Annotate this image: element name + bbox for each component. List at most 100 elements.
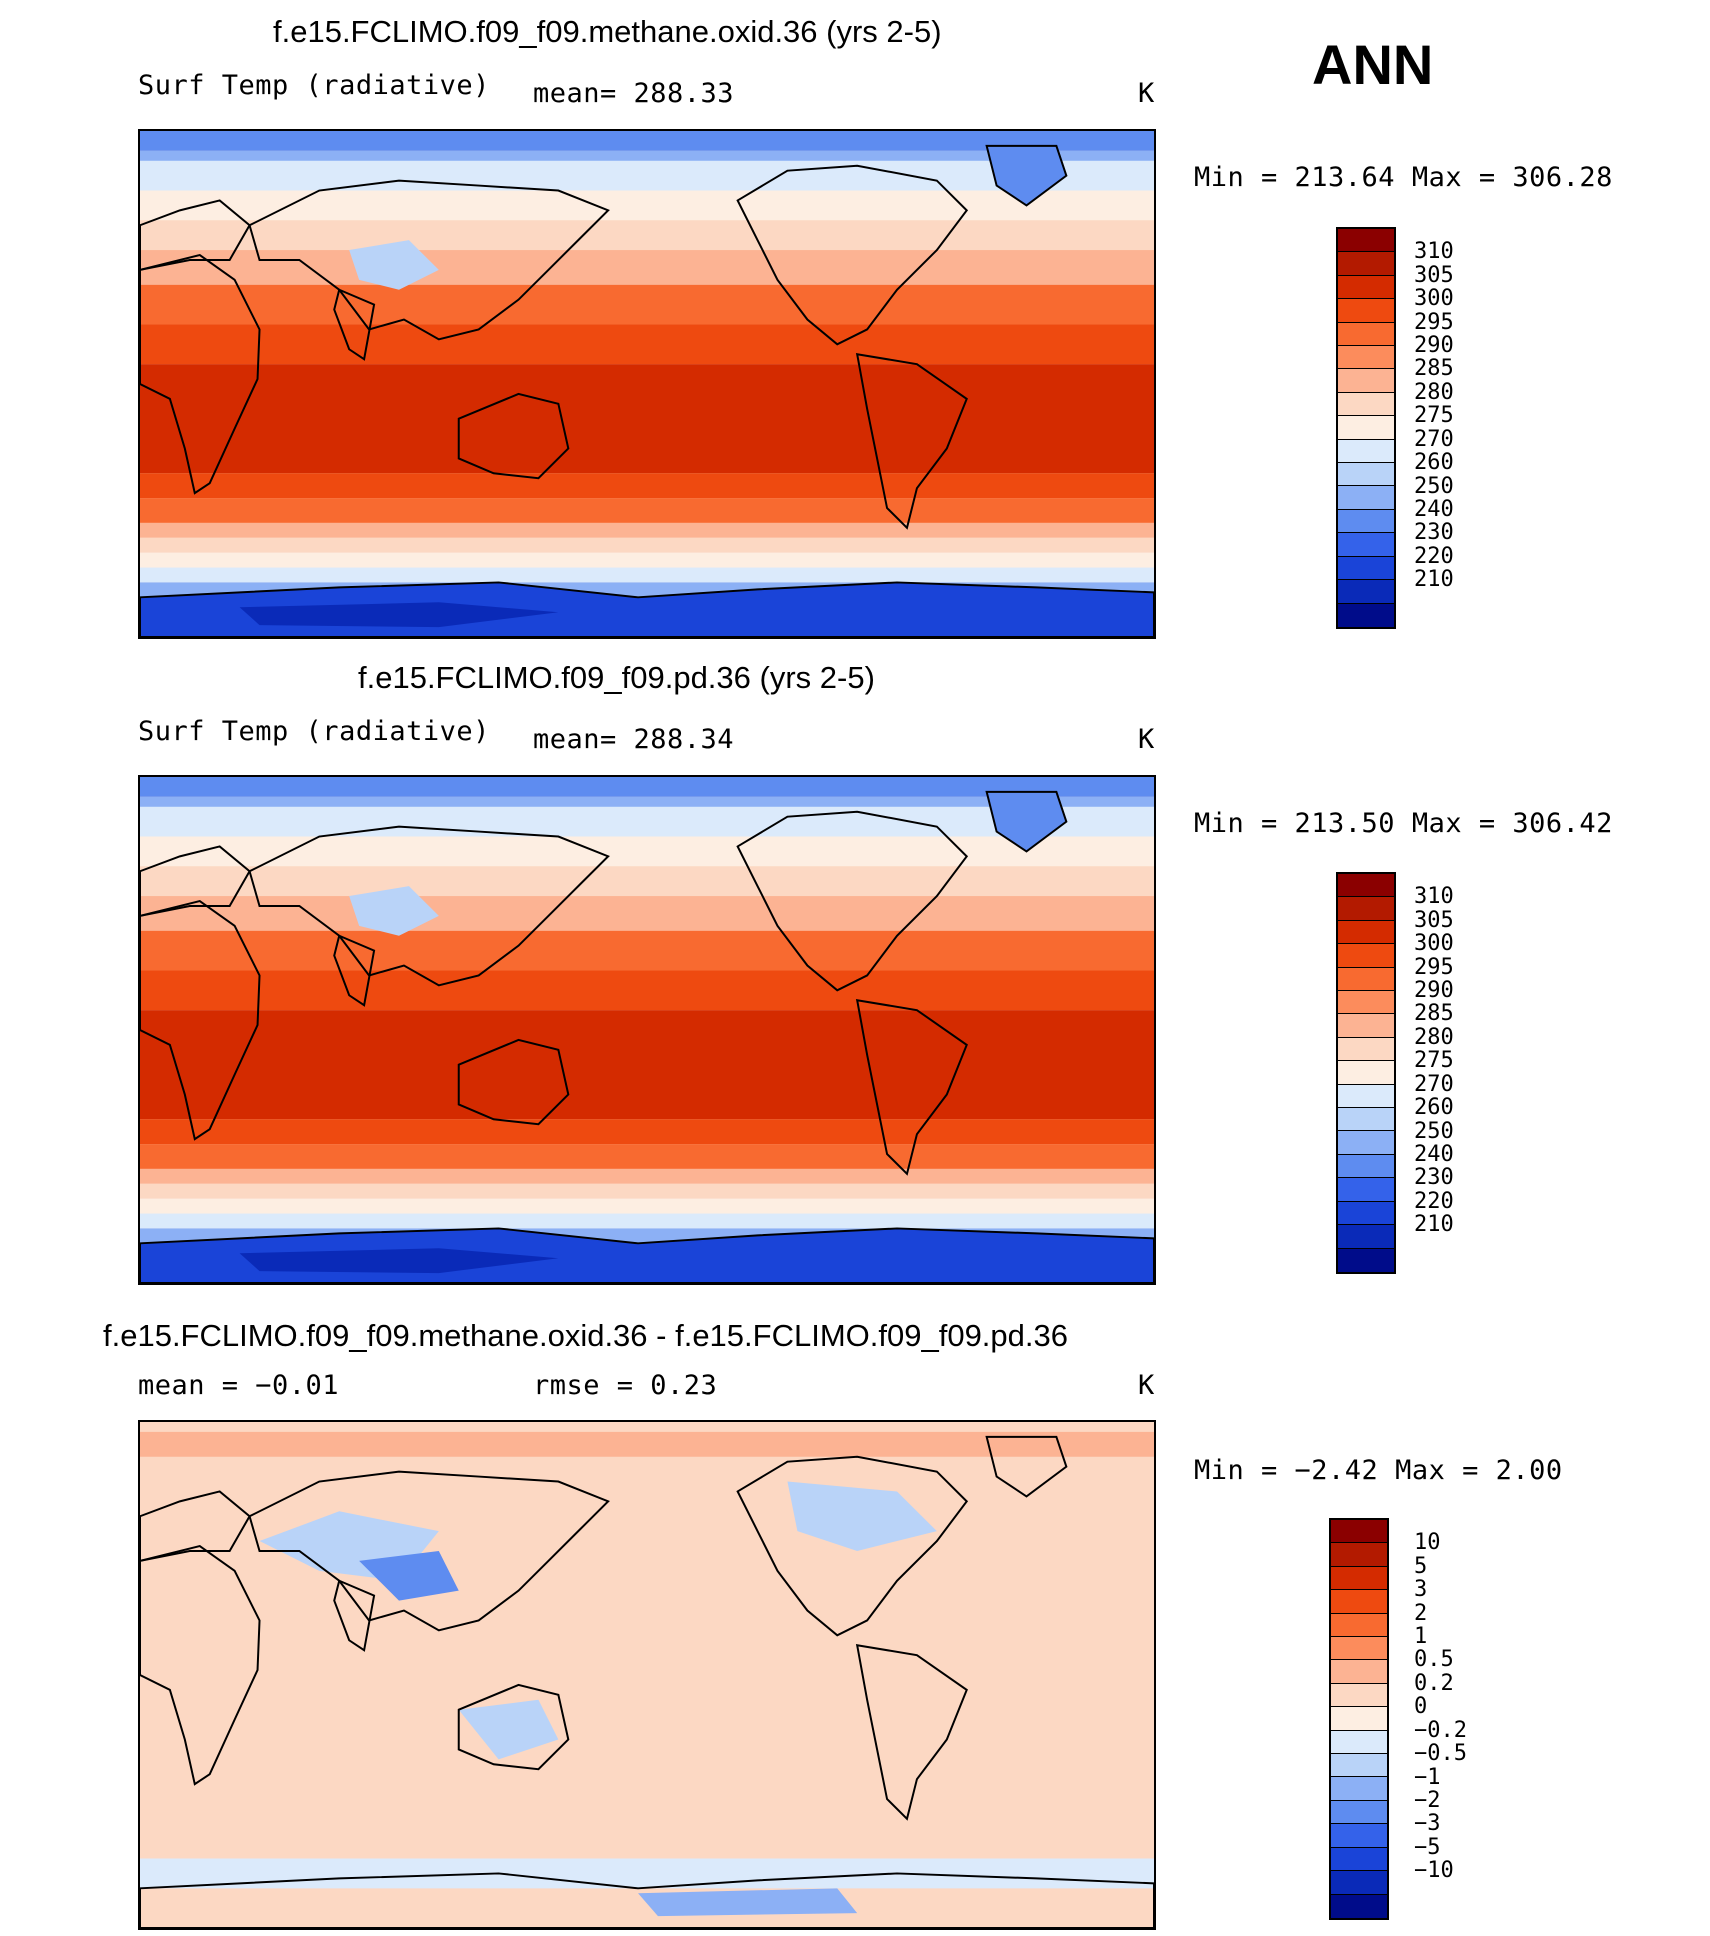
antarctica-cold-core — [239, 602, 559, 628]
colorbar-swatch — [1338, 439, 1394, 464]
temperature-band — [140, 160, 1154, 191]
temperature-band — [140, 1168, 1154, 1184]
colorbar — [1329, 1518, 1389, 1920]
colorbar-swatch — [1331, 1754, 1387, 1778]
colorbar-swatch — [1338, 1201, 1394, 1226]
colorbar-tick-label: 280 — [1414, 1024, 1454, 1050]
coastline-antarctica — [140, 1227, 1154, 1283]
colorbar-swatch — [1338, 1084, 1394, 1109]
colorbar-tick-label: 240 — [1414, 1141, 1454, 1167]
colorbar-tick-label: 275 — [1414, 403, 1454, 429]
temperature-band — [140, 498, 1154, 523]
colorbar-tick-label: −0.5 — [1414, 1741, 1467, 1767]
colorbar-tick-label: 0.5 — [1414, 1647, 1454, 1673]
colorbar-tick-label: 300 — [1414, 286, 1454, 312]
map-canvas — [140, 1422, 1154, 1928]
colorbar-swatch — [1338, 1014, 1394, 1038]
colorbar-swatch — [1331, 1637, 1387, 1661]
temperature-band — [140, 1144, 1154, 1169]
temperature-band — [140, 220, 1154, 251]
coastline-australia — [457, 1683, 570, 1771]
temperature-band — [140, 284, 1154, 325]
negative-anomaly-region — [787, 1481, 937, 1551]
colorbar-swatch — [1338, 533, 1394, 557]
colorbar-tick-label: 210 — [1414, 1212, 1454, 1238]
antarctica-cold-core — [239, 1248, 559, 1274]
colorbar-tick-label: 295 — [1414, 954, 1454, 980]
colorbar-swatch — [1338, 299, 1394, 323]
colorbar-tick-label: 5 — [1414, 1553, 1428, 1579]
temperature-band — [140, 806, 1154, 837]
colorbar-swatch — [1338, 920, 1394, 945]
colorbar-tick-label: 310 — [1414, 884, 1454, 910]
coastline-northamerica — [736, 1455, 969, 1637]
colorbar-swatch — [1331, 1543, 1387, 1567]
colorbar-swatch — [1331, 1590, 1387, 1614]
coastline-europe — [140, 1490, 251, 1562]
colorbar-tick-label: 2 — [1414, 1600, 1428, 1626]
colorbar-tick-label: −10 — [1414, 1858, 1454, 1884]
colorbar-swatch — [1338, 1037, 1394, 1062]
colorbar-swatch — [1338, 1225, 1394, 1249]
units-label: K — [1138, 1370, 1155, 1401]
colorbar — [1336, 227, 1396, 629]
difference-map — [138, 1420, 1156, 1930]
season-label: ANN — [1312, 33, 1434, 96]
colorbar-tick-label: 290 — [1414, 978, 1454, 1004]
units-label: K — [1138, 724, 1155, 755]
colorbar-swatch — [1338, 1178, 1394, 1202]
coastline-southamerica — [855, 999, 968, 1176]
coastline-africa — [140, 899, 261, 1141]
colorbar-tick-label: 10 — [1414, 1530, 1441, 1556]
colorbar-swatch — [1338, 944, 1394, 968]
colorbar-swatch — [1331, 1871, 1387, 1895]
colorbar-tick-label: −2 — [1414, 1787, 1441, 1813]
colorbar-swatch — [1338, 967, 1394, 992]
coastline-greenland — [985, 790, 1068, 853]
min-max-label: Min = 213.64 Max = 306.28 — [1194, 162, 1613, 193]
temperature-band — [140, 131, 1154, 151]
map-canvas — [140, 777, 1154, 1283]
colorbar-swatch — [1331, 1613, 1387, 1638]
temperature-map — [138, 129, 1156, 639]
temperature-band — [140, 1213, 1154, 1229]
colorbar-tick-label: 0 — [1414, 1694, 1428, 1720]
temperature-band — [140, 190, 1154, 221]
rmse-label: rmse = 0.23 — [533, 1370, 718, 1401]
colorbar-swatch — [1338, 486, 1394, 510]
tibet-cold-fill — [349, 240, 439, 290]
temperature-band — [140, 970, 1154, 1011]
coastline-india — [333, 934, 376, 1007]
colorbar-swatch — [1338, 463, 1394, 487]
colorbar-swatch — [1338, 275, 1394, 300]
colorbar-swatch — [1331, 1777, 1387, 1801]
colorbar-swatch — [1331, 1520, 1387, 1544]
temperature-band — [140, 777, 1154, 797]
mean-label: mean= 288.34 — [533, 724, 735, 755]
colorbar — [1336, 872, 1396, 1274]
colorbar-swatch — [1338, 1108, 1394, 1132]
colorbar-tick-label: 220 — [1414, 543, 1454, 569]
coastline-antarctica — [140, 1872, 1154, 1928]
min-max-label: Min = 213.50 Max = 306.42 — [1194, 808, 1613, 839]
coastline-europe — [140, 199, 251, 271]
coastline-africa — [140, 253, 261, 495]
colorbar-tick-label: 275 — [1414, 1048, 1454, 1074]
temperature-band — [140, 364, 1154, 474]
colorbar-swatch — [1338, 603, 1394, 627]
colorbar-tick-label: −5 — [1414, 1834, 1441, 1860]
coastline-asia — [248, 825, 610, 987]
temperature-band — [140, 250, 1154, 285]
colorbar-swatch — [1331, 1894, 1387, 1918]
colorbar-tick-label: 250 — [1414, 1118, 1454, 1144]
mean-label: mean= 288.33 — [533, 78, 735, 109]
colorbar-swatch — [1338, 416, 1394, 440]
temperature-band — [140, 1183, 1154, 1199]
colorbar-tick-label: 310 — [1414, 239, 1454, 265]
coastline-southamerica — [855, 1644, 968, 1821]
panel-title: f.e15.FCLIMO.f09_f09.methane.oxid.36 - f… — [103, 1318, 1068, 1353]
negative-anomaly-region — [638, 1888, 858, 1917]
colorbar-tick-label: 220 — [1414, 1188, 1454, 1214]
temperature-map — [138, 775, 1156, 1285]
coastline-india — [333, 1579, 376, 1652]
